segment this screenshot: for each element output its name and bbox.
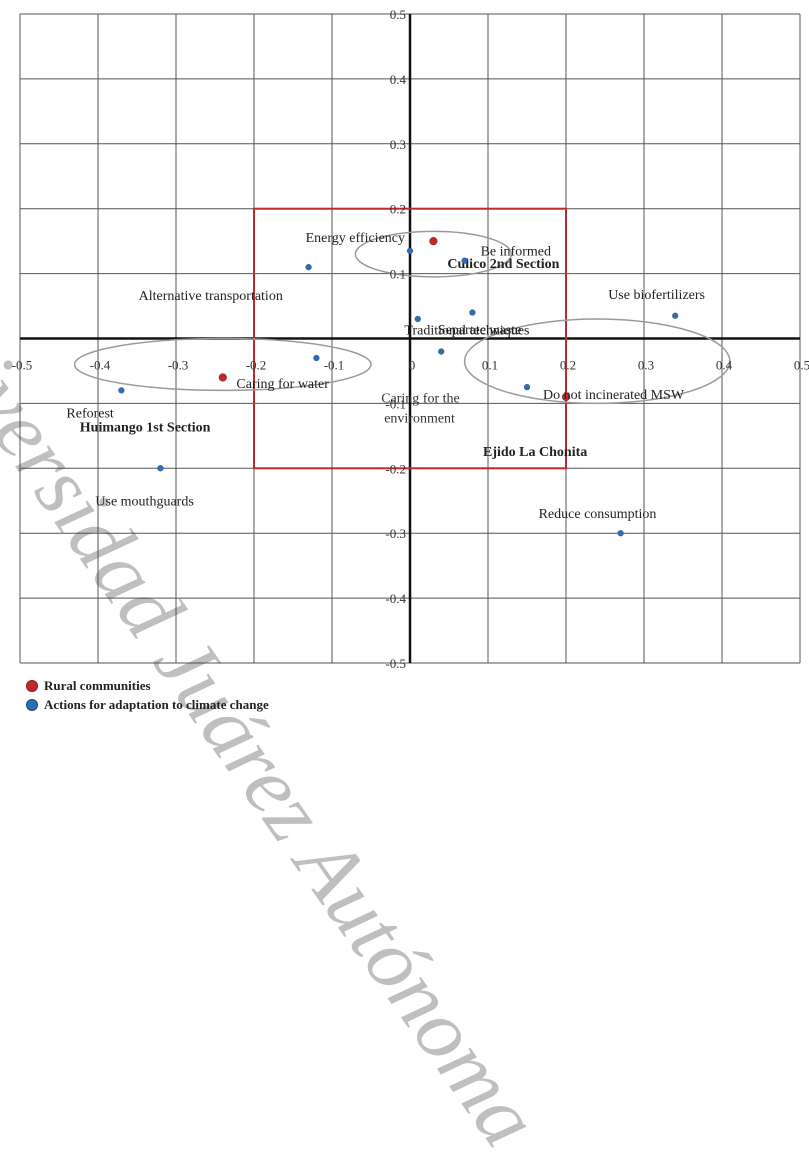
x-tick-label: 0.3 xyxy=(638,358,654,373)
point-label-use-biofertilizers: Use biofertilizers xyxy=(608,288,705,303)
legend-label-rural: Rural communities xyxy=(44,678,151,694)
x-tick-label: -0.3 xyxy=(168,358,189,373)
community-point-huimango-1st-section xyxy=(219,373,227,381)
point-label-caring-for-water: Caring for water xyxy=(236,377,329,392)
y-tick-label: 0.5 xyxy=(390,7,406,22)
action-point-alternative-transportation xyxy=(306,264,312,270)
point-label-alternative-transportation: Alternative transportation xyxy=(139,289,283,304)
legend-item-rural: Rural communities xyxy=(26,676,269,695)
x-tick-label: -0.1 xyxy=(324,358,345,373)
y-tick-label: -0.4 xyxy=(385,591,406,606)
x-tick-label: -0.5 xyxy=(12,358,33,373)
action-point-caring-for-the-environment xyxy=(438,348,444,354)
y-tick-label: 0.4 xyxy=(390,72,407,87)
legend-item-actions: Actions for adaptation to climate change xyxy=(26,695,269,714)
point-label-reduce-consumption: Reduce consumption xyxy=(539,507,657,522)
point-label-do-not-incinerated-msw: Do not incinerated MSW xyxy=(543,388,685,403)
point-label-caring-env-line2: environment xyxy=(384,411,455,426)
x-tick-label: 0.5 xyxy=(794,358,809,373)
point-label-ejido-la-chonita: Ejido La Chonita xyxy=(483,445,587,460)
y-tick-label: -0.5 xyxy=(385,656,406,671)
action-point-use-biofertilizers xyxy=(672,313,678,319)
point-label-energy-efficiency: Energy efficiency xyxy=(306,231,405,246)
x-tick-label: 0.2 xyxy=(560,358,576,373)
legend-label-actions: Actions for adaptation to climate change xyxy=(44,697,269,713)
action-point-use-mouthguards xyxy=(157,465,163,471)
x-tick-label: 0.4 xyxy=(716,358,733,373)
y-tick-label: -0.3 xyxy=(385,526,406,541)
point-label-use-mouthguards: Use mouthguards xyxy=(95,494,193,509)
x-tick-label: -0.2 xyxy=(246,358,267,373)
y-tick-label: -0.2 xyxy=(385,461,406,476)
action-point-do-not-incinerated-msw xyxy=(524,384,530,390)
y-tick-label: 0.3 xyxy=(390,137,406,152)
action-point-separate-waste xyxy=(415,316,421,322)
point-label-separate-waste: Separate waste xyxy=(438,323,522,338)
point-label-caring-env-line1: Caring for the xyxy=(381,391,460,406)
action-point-caring-for-water xyxy=(313,355,319,361)
scatter-plot: -0.5 -0.4 -0.3 -0.2 -0.1 0 0.1 0.2 0.3 0.4 0.5 0.5 0… xyxy=(0,0,809,719)
point-label-be-informed: Be informed xyxy=(481,245,551,260)
x-tick-label: 0 xyxy=(409,358,416,373)
point-label-huimango-1st-section: Huimango 1st Section xyxy=(80,420,211,435)
legend-swatch-rural xyxy=(26,680,38,692)
action-point-reduce-consumption xyxy=(618,530,624,536)
y-tick-label: 0.2 xyxy=(390,202,406,217)
action-point-traditional-techniques xyxy=(469,310,475,316)
action-point-reforest xyxy=(118,387,124,393)
legend: Rural communities Actions for adaptation… xyxy=(26,676,269,714)
community-point-culico-2nd-section xyxy=(429,237,437,245)
action-point-be-informed xyxy=(462,258,468,264)
action-point-energy-efficiency xyxy=(407,248,413,254)
legend-swatch-actions xyxy=(26,699,38,711)
y-tick-label: 0.1 xyxy=(390,267,406,282)
x-tick-label: -0.4 xyxy=(90,358,111,373)
x-tick-label: 0.1 xyxy=(482,358,498,373)
point-label-reforest: Reforest xyxy=(66,406,114,421)
